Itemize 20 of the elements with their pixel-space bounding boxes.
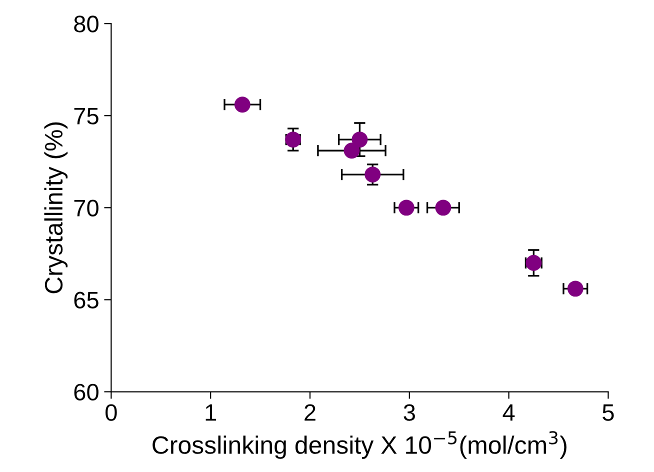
x-axis-title: Crosslinking density X 10$^{−5}$(mol/cm$^{3}$) [152, 431, 566, 459]
point [344, 142, 360, 159]
x-tick-label: 0 [106, 404, 117, 421]
point [398, 200, 414, 216]
x-tick-label: 3 [404, 404, 415, 421]
y-tick-label: 65 [74, 292, 98, 309]
point [567, 280, 584, 297]
y-tick-label: 75 [74, 108, 98, 124]
point [352, 132, 368, 148]
point [435, 200, 452, 216]
x-tick-label: 4 [502, 404, 515, 421]
x-tick-label: 5 [602, 404, 614, 421]
y-axis-title: Crystallinity (%) [44, 122, 68, 294]
point [364, 166, 381, 183]
y-tick-label: 70 [74, 200, 98, 216]
y-tick-label: 60 [74, 384, 98, 401]
x-tick-label: 1 [206, 404, 216, 421]
point [234, 96, 250, 113]
y-tick-label: 80 [74, 16, 98, 32]
x-tick-label: 2 [304, 404, 316, 421]
